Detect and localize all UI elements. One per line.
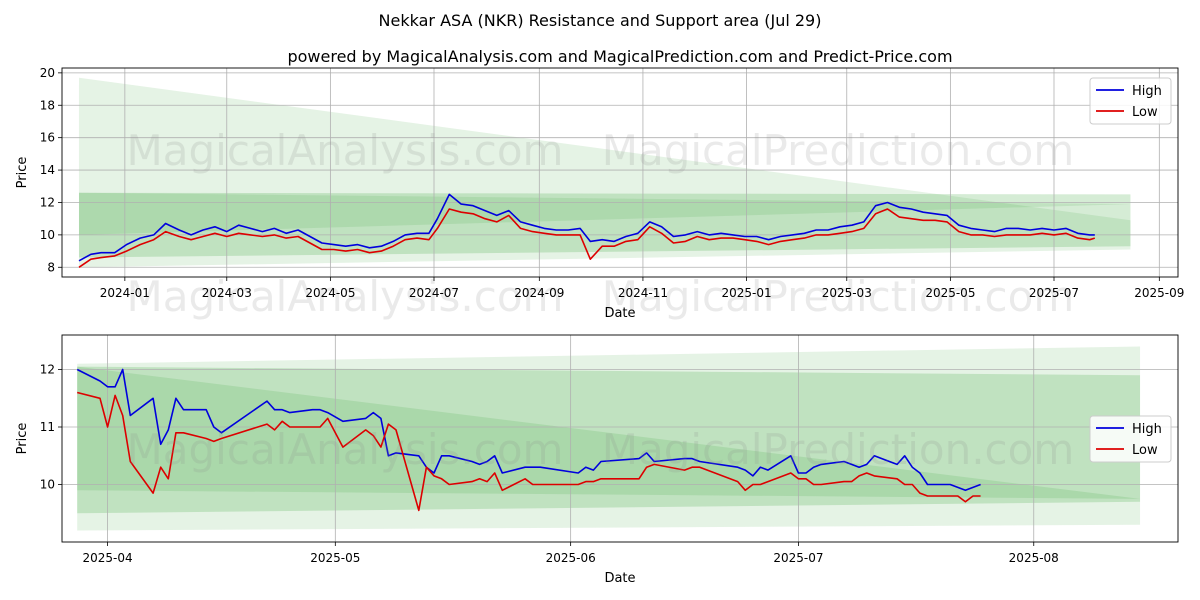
y-axis-label: Price — [15, 157, 30, 189]
x-tick-label: 2025-08 — [1009, 551, 1059, 565]
x-tick-label: 2024-05 — [305, 286, 355, 300]
y-tick-label: 14 — [40, 163, 55, 177]
y-tick-label: 10 — [40, 228, 55, 242]
series-line-high — [78, 193, 1095, 262]
watermark-text: MagicalPrediction.com — [602, 126, 1075, 175]
x-tick-label: 2025-04 — [82, 551, 132, 565]
y-tick-label: 20 — [40, 66, 55, 80]
legend-label-high: High — [1132, 422, 1162, 437]
support-resistance-band-2 — [78, 192, 1131, 258]
top-price-chart: MagicalAnalysis.com MagicalPrediction.com… — [15, 66, 1184, 321]
chart-title: Nekkar ASA (NKR) Resistance and Support … — [379, 11, 822, 30]
axes-frame — [61, 67, 1179, 278]
support-resistance-band-3 — [77, 366, 1141, 499]
support-resistance-band-3 — [78, 192, 1131, 235]
x-tick-label: 2025-07 — [773, 551, 823, 565]
series-line-low — [78, 208, 1096, 268]
legend-label-low: Low — [1132, 443, 1158, 458]
legend-label-high: High — [1132, 84, 1162, 99]
y-tick-label: 12 — [40, 363, 55, 377]
series-line-low — [77, 391, 981, 512]
y-tick-label: 16 — [40, 131, 55, 145]
watermark-text: MagicalAnalysis.com — [127, 425, 564, 474]
plot-area — [62, 335, 1178, 542]
x-tick-label: 2024-03 — [202, 286, 252, 300]
x-tick-label: 2024-07 — [409, 286, 459, 300]
x-tick-label: 2025-09 — [1134, 286, 1184, 300]
x-tick-label: 2024-01 — [100, 286, 150, 300]
y-tick-label: 8 — [47, 260, 55, 274]
x-axis-label: Date — [604, 306, 635, 321]
chart-subtitle: powered by MagicalAnalysis.com and Magic… — [287, 47, 952, 66]
watermark-text: MagicalPrediction.com — [602, 272, 1075, 321]
y-axis-label: Price — [15, 423, 30, 455]
y-tick-label: 12 — [40, 195, 55, 209]
legend-label-low: Low — [1132, 105, 1158, 120]
x-tick-label: 2025-03 — [822, 286, 872, 300]
series-line-high — [76, 368, 981, 492]
y-tick-label: 18 — [40, 98, 55, 112]
watermark-text: MagicalAnalysis.com — [127, 272, 564, 321]
x-axis-label: Date — [604, 571, 635, 586]
y-tick-label: 10 — [40, 478, 55, 492]
watermark-text: MagicalPrediction.com — [602, 425, 1075, 474]
bottom-price-chart-zoomed: MagicalAnalysis.com MagicalPrediction.com… — [15, 334, 1179, 586]
x-tick-label: 2025-07 — [1029, 286, 1079, 300]
axes-frame — [61, 334, 1179, 543]
x-tick-label: 2025-06 — [546, 551, 596, 565]
plot-area — [62, 68, 1178, 277]
y-tick-label: 11 — [40, 420, 55, 434]
watermark-text: MagicalAnalysis.com — [127, 126, 564, 175]
x-tick-label: 2024-09 — [514, 286, 564, 300]
x-tick-label: 2024-11 — [618, 286, 668, 300]
support-resistance-band-1 — [78, 77, 1131, 268]
x-tick-label: 2025-05 — [925, 286, 975, 300]
x-tick-label: 2025-01 — [721, 286, 771, 300]
x-tick-label: 2025-05 — [310, 551, 360, 565]
